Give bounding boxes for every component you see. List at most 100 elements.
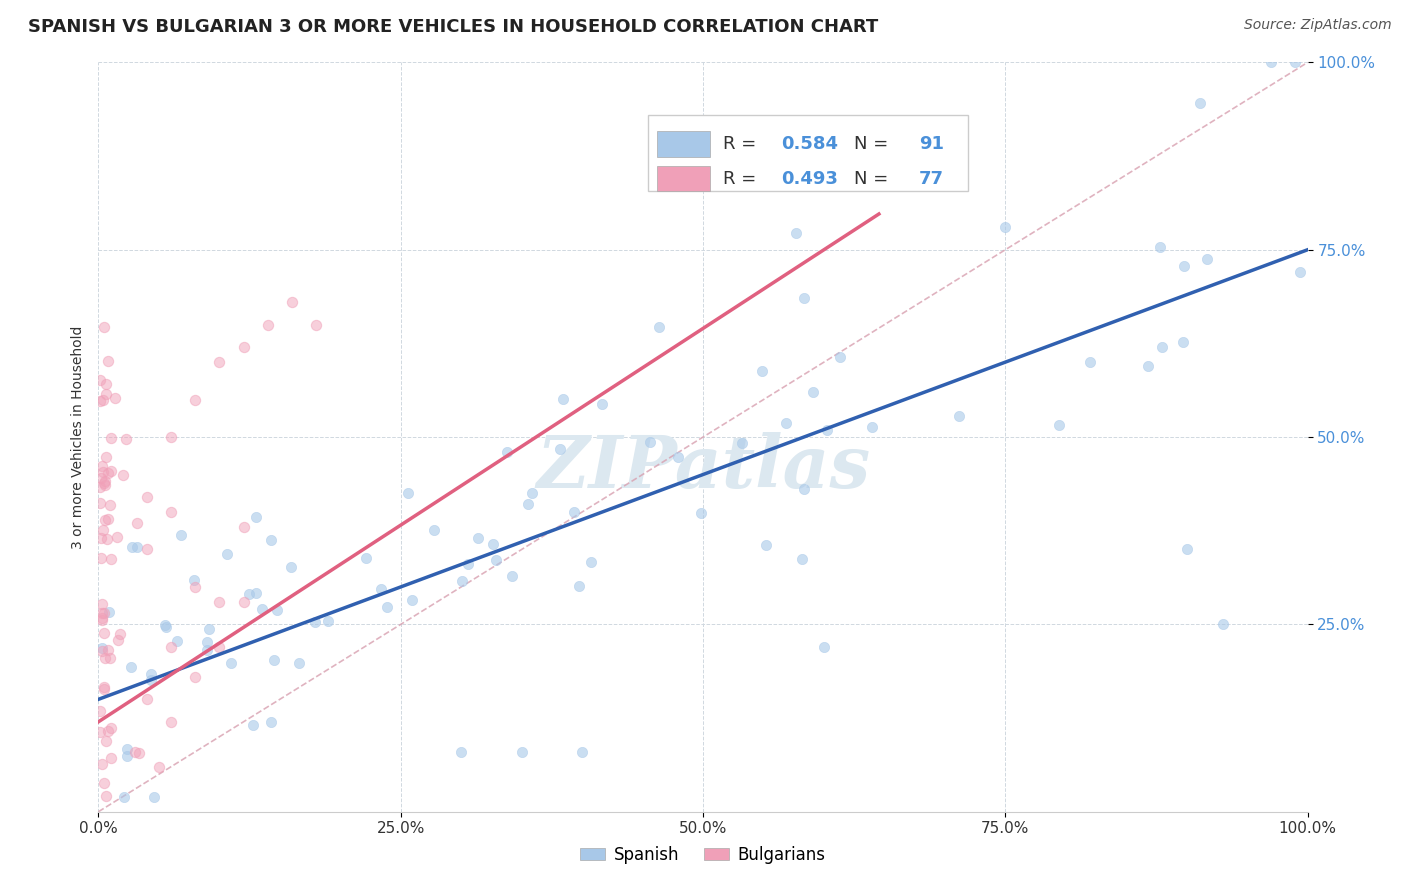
Y-axis label: 3 or more Vehicles in Household: 3 or more Vehicles in Household (70, 326, 84, 549)
Point (522, 486, 544, 500)
Point (141, 673, 163, 687)
Point (94, 450, 117, 465)
Point (280, 559, 302, 574)
Point (260, 715, 283, 730)
Point (93, 607, 115, 621)
Point (115, 748, 138, 763)
Point (96, 723, 118, 738)
Point (93, 625, 115, 640)
Point (90, 551, 112, 566)
Point (785, 226, 807, 240)
Point (238, 587, 260, 601)
Point (1173, 259, 1195, 273)
Point (120, 660, 142, 674)
Point (467, 532, 489, 546)
Point (813, 640, 835, 654)
Point (245, 509, 267, 524)
Point (195, 643, 218, 657)
Point (496, 445, 519, 459)
Point (115, 432, 138, 446)
Point (91, 393, 114, 408)
Point (232, 340, 254, 354)
Point (354, 550, 377, 565)
Point (111, 467, 134, 482)
Point (94, 513, 117, 527)
Point (141, 666, 163, 681)
Legend: Spanish, Bulgarians: Spanish, Bulgarians (574, 839, 832, 871)
Point (90, 470, 112, 484)
Point (215, 547, 238, 561)
Point (94, 734, 117, 748)
Point (160, 640, 183, 654)
Point (755, 538, 778, 552)
Point (457, 557, 479, 571)
Point (97, 605, 120, 619)
Point (1137, 359, 1160, 374)
Point (104, 392, 127, 406)
Point (401, 592, 423, 607)
Point (208, 595, 231, 609)
Point (91, 523, 114, 537)
Point (125, 541, 148, 555)
Point (105, 530, 128, 544)
Point (232, 520, 254, 534)
Point (375, 600, 398, 615)
Point (91, 466, 114, 480)
Point (89, 704, 111, 718)
Point (485, 553, 508, 567)
Point (91, 606, 114, 620)
Point (142, 789, 165, 804)
Point (160, 714, 183, 729)
Point (184, 580, 207, 594)
Text: R =: R = (723, 135, 762, 153)
Point (793, 482, 815, 496)
Point (93, 681, 115, 696)
Point (1289, 265, 1312, 279)
Point (97, 353, 120, 368)
Point (666, 450, 689, 464)
Point (256, 318, 278, 332)
Point (160, 430, 183, 444)
Text: N =: N = (853, 169, 893, 187)
Text: 91: 91 (920, 135, 943, 153)
Point (1212, 617, 1234, 632)
Point (316, 614, 339, 628)
FancyBboxPatch shape (648, 115, 967, 191)
Point (571, 745, 593, 759)
Point (245, 586, 267, 600)
Text: SPANISH VS BULGARIAN 3 OR MORE VEHICLES IN HOUSEHOLD CORRELATION CHART: SPANISH VS BULGARIAN 3 OR MORE VEHICLES … (28, 18, 879, 36)
Point (304, 615, 326, 629)
Point (751, 364, 773, 378)
Point (125, 516, 148, 531)
Point (423, 523, 446, 537)
Point (288, 656, 311, 670)
Point (510, 745, 533, 759)
Point (198, 622, 221, 636)
Point (266, 603, 288, 617)
Point (396, 486, 419, 500)
Point (94, 789, 117, 804)
Text: 0.584: 0.584 (782, 135, 838, 153)
Point (517, 497, 540, 511)
Point (1149, 239, 1171, 253)
Point (96, 377, 118, 392)
Point (860, 420, 883, 434)
Point (153, 618, 176, 632)
Point (89, 373, 111, 387)
Point (994, 220, 1017, 235)
Point (155, 620, 177, 634)
Point (790, 552, 813, 566)
Point (90, 597, 112, 611)
Point (90, 611, 112, 625)
Point (97, 512, 120, 526)
Point (89, 496, 111, 510)
Point (1047, 417, 1070, 432)
Point (830, 350, 852, 364)
Point (250, 602, 273, 616)
Point (690, 506, 713, 520)
Point (731, 436, 754, 450)
Point (232, 595, 254, 609)
Point (94, 477, 117, 491)
Point (579, 555, 602, 569)
Text: 77: 77 (920, 169, 943, 187)
